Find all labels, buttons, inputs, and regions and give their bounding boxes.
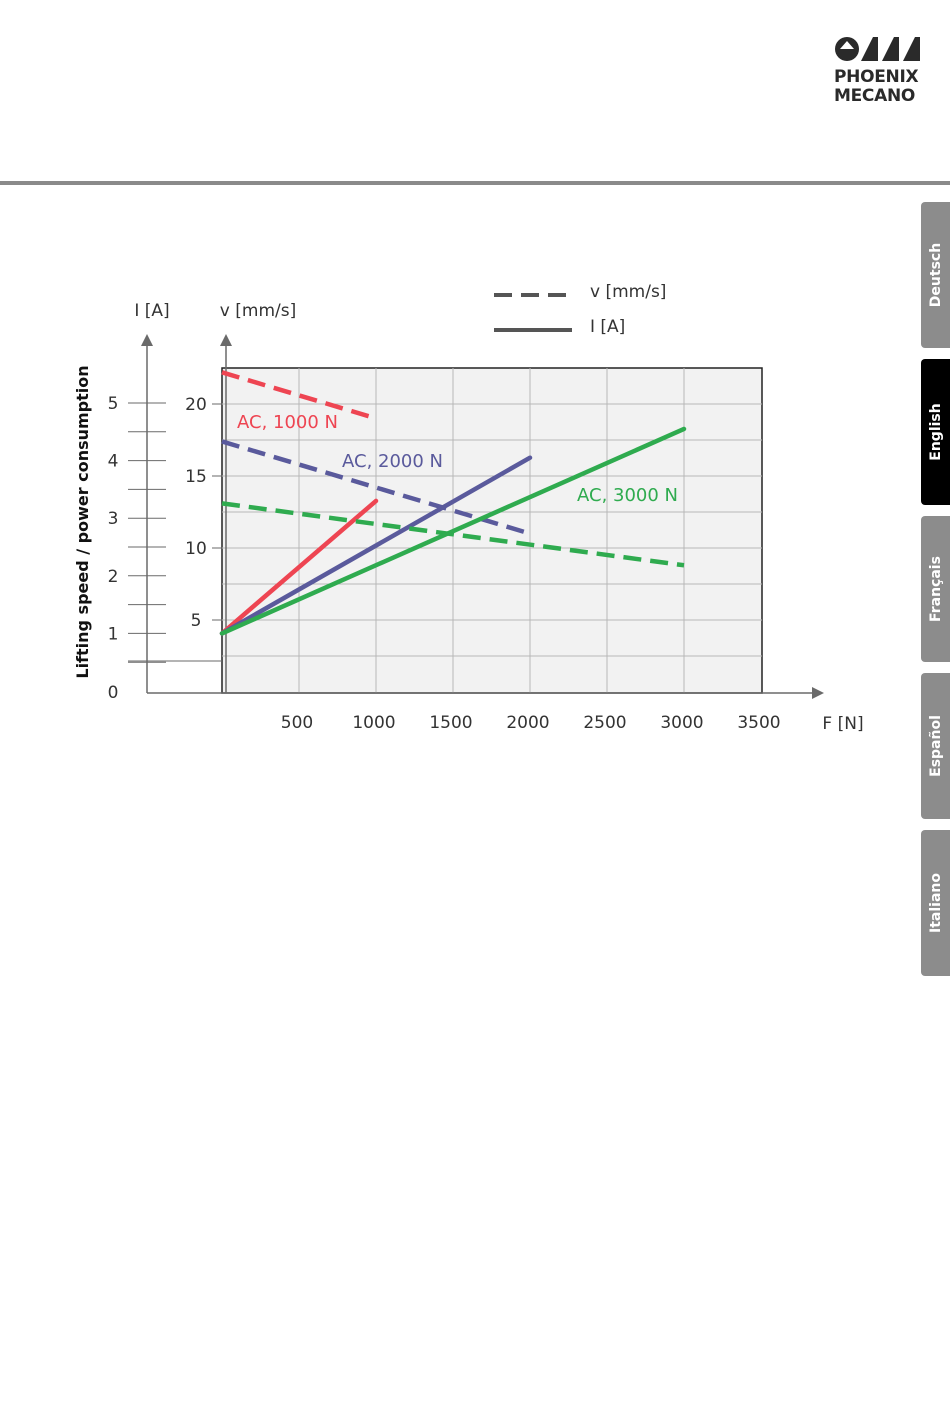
current-line-ac-3000-n bbox=[219, 426, 687, 636]
x-tick-label: 3000 bbox=[660, 713, 703, 733]
phoenix-mecano-emblem-icon bbox=[835, 37, 920, 61]
series-label-ac-1000: AC, 1000 N bbox=[237, 412, 338, 433]
x-tick-label: 2500 bbox=[583, 713, 626, 733]
current-tick-label: 4 bbox=[108, 452, 119, 472]
current-tick-label: 1 bbox=[108, 624, 119, 644]
speed-line-ac-3000-n bbox=[221, 501, 685, 568]
speed-tick-label: 5 bbox=[191, 611, 202, 631]
current-tick-label: 2 bbox=[108, 567, 119, 587]
tab-deutsch-label: Deutsch bbox=[927, 242, 944, 308]
x-axis-title: F [N] bbox=[822, 714, 863, 734]
tab-english-label: English bbox=[927, 403, 944, 461]
current-tick-label: 3 bbox=[108, 509, 119, 529]
legend-current-label: I [A] bbox=[590, 317, 625, 337]
speed-tick-label: 15 bbox=[185, 467, 207, 487]
legend-speed-label: v [mm/s] bbox=[590, 282, 666, 302]
speed-tick-label: 10 bbox=[185, 539, 207, 559]
tab-italiano-label: Italiano bbox=[927, 873, 944, 933]
legend: v [mm/s] I [A] bbox=[494, 282, 666, 337]
brand-name: PHOENIX MECANO bbox=[834, 68, 924, 106]
tab-francais-label: Français bbox=[927, 556, 944, 622]
x-tick-label: 2000 bbox=[506, 713, 549, 733]
series-label-ac-2000: AC, 2000 N bbox=[342, 451, 443, 472]
lifting-speed-power-chart: 0 1 2 3 4 5 5 10 15 20 500 1000 1500 2000 2500 3000 3500… bbox=[73, 282, 864, 734]
axes bbox=[128, 334, 824, 699]
tab-francais[interactable]: Français bbox=[921, 516, 950, 662]
tick-labels: 0 1 2 3 4 5 5 10 15 20 500 1000 1500 2000 2500 3000 3500 bbox=[108, 394, 781, 733]
side-axis-label: Lifting speed / power consumption bbox=[73, 365, 92, 678]
series-lines bbox=[219, 370, 687, 636]
x-tick-label: 1000 bbox=[352, 713, 395, 733]
brand-line2: MECANO bbox=[834, 86, 916, 106]
current-axis-title: I [A] bbox=[134, 301, 169, 321]
tab-espanol[interactable]: Español bbox=[921, 673, 950, 819]
tab-italiano[interactable]: Italiano bbox=[921, 830, 950, 976]
brand-logo: PHOENIX MECANO bbox=[834, 36, 924, 106]
speed-axis-title: v [mm/s] bbox=[220, 301, 296, 321]
x-tick-label: 3500 bbox=[737, 713, 780, 733]
grid-lines bbox=[222, 368, 762, 693]
x-tick-label: 1500 bbox=[429, 713, 472, 733]
brand-line1: PHOENIX bbox=[834, 67, 919, 87]
current-line-ac-1000-n bbox=[219, 498, 379, 636]
tab-deutsch[interactable]: Deutsch bbox=[921, 202, 950, 348]
x-tick-label: 500 bbox=[281, 713, 313, 733]
header-divider bbox=[0, 181, 950, 185]
series-label-ac-3000: AC, 3000 N bbox=[577, 485, 678, 506]
speed-tick-label: 20 bbox=[185, 395, 207, 415]
current-line-ac-2000-n bbox=[219, 455, 533, 636]
current-tick-label: 0 bbox=[108, 683, 119, 703]
tab-espanol-label: Español bbox=[927, 715, 944, 777]
plot-area bbox=[221, 367, 763, 694]
tab-english[interactable]: English bbox=[921, 359, 950, 505]
current-tick-label: 5 bbox=[108, 394, 119, 414]
